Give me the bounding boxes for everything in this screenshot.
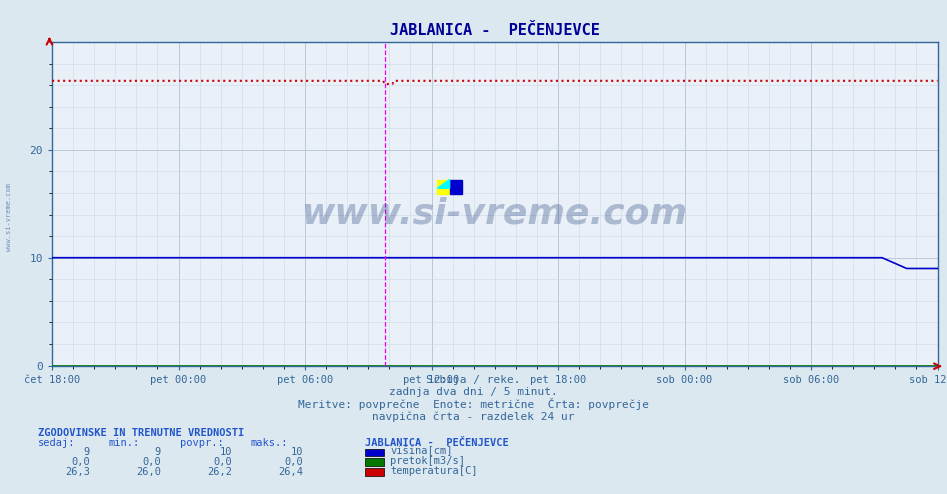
Text: min.:: min.: (109, 438, 140, 448)
Bar (450, 179, 462, 194)
Text: 26,4: 26,4 (278, 467, 303, 477)
Text: 26,2: 26,2 (207, 467, 232, 477)
Text: povpr.:: povpr.: (180, 438, 223, 448)
Text: 26,0: 26,0 (136, 467, 161, 477)
Bar (438, 179, 450, 194)
Text: 0,0: 0,0 (284, 457, 303, 467)
Text: temperatura[C]: temperatura[C] (390, 466, 477, 476)
Title: JABLANICA -  PEČENJEVCE: JABLANICA - PEČENJEVCE (390, 23, 599, 38)
Text: 0,0: 0,0 (213, 457, 232, 467)
Polygon shape (438, 179, 450, 188)
Text: 0,0: 0,0 (142, 457, 161, 467)
Text: navpična črta - razdelek 24 ur: navpična črta - razdelek 24 ur (372, 412, 575, 422)
Text: sedaj:: sedaj: (38, 438, 76, 448)
Text: višina[cm]: višina[cm] (390, 446, 453, 456)
Text: 9: 9 (154, 448, 161, 457)
Text: 9: 9 (83, 448, 90, 457)
Text: 26,3: 26,3 (65, 467, 90, 477)
Text: pretok[m3/s]: pretok[m3/s] (390, 456, 465, 466)
Text: ZGODOVINSKE IN TRENUTNE VREDNOSTI: ZGODOVINSKE IN TRENUTNE VREDNOSTI (38, 428, 244, 438)
Text: maks.:: maks.: (251, 438, 289, 448)
Text: 10: 10 (220, 448, 232, 457)
Text: Srbija / reke.: Srbija / reke. (426, 375, 521, 385)
Text: Meritve: povprečne  Enote: metrične  Črta: povprečje: Meritve: povprečne Enote: metrične Črta:… (298, 398, 649, 410)
Text: www.si-vreme.com: www.si-vreme.com (302, 197, 688, 231)
Text: JABLANICA -  PEČENJEVCE: JABLANICA - PEČENJEVCE (365, 438, 509, 448)
Text: 0,0: 0,0 (71, 457, 90, 467)
Text: zadnja dva dni / 5 minut.: zadnja dva dni / 5 minut. (389, 387, 558, 397)
Text: 10: 10 (291, 448, 303, 457)
Text: www.si-vreme.com: www.si-vreme.com (7, 183, 12, 251)
